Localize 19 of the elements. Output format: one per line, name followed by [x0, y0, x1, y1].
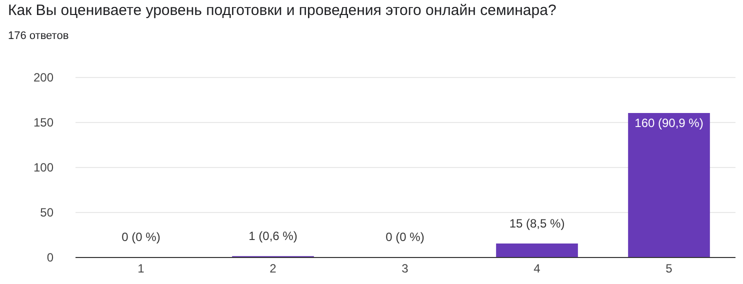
y-tick-label: 50 — [40, 206, 54, 220]
data-label: 0 (0 %) — [386, 230, 424, 244]
data-label: 0 (0 %) — [122, 230, 160, 244]
x-tick-label: 5 — [666, 262, 673, 276]
data-label: 1 (0,6 %) — [248, 229, 298, 244]
data-label: 160 (90,9 %) — [634, 116, 704, 130]
data-label: 15 (8,5 %) — [509, 216, 565, 230]
y-tick-label: 100 — [33, 160, 54, 174]
y-tick-label: 200 — [33, 70, 54, 84]
x-tick-label: 1 — [138, 262, 145, 276]
chart-subtitle: 176 ответов — [8, 30, 69, 42]
chart-title: Как Вы оцениваете уровень подготовки и проведения этого онлайн семинара? — [8, 2, 556, 19]
y-tick-label: 0 — [46, 250, 54, 264]
x-tick-label: 3 — [402, 262, 409, 276]
x-tick-label: 2 — [270, 262, 277, 276]
bar — [628, 113, 710, 257]
bar — [496, 244, 578, 257]
y-tick-label: 150 — [33, 116, 54, 130]
x-tick-label: 4 — [534, 262, 541, 276]
